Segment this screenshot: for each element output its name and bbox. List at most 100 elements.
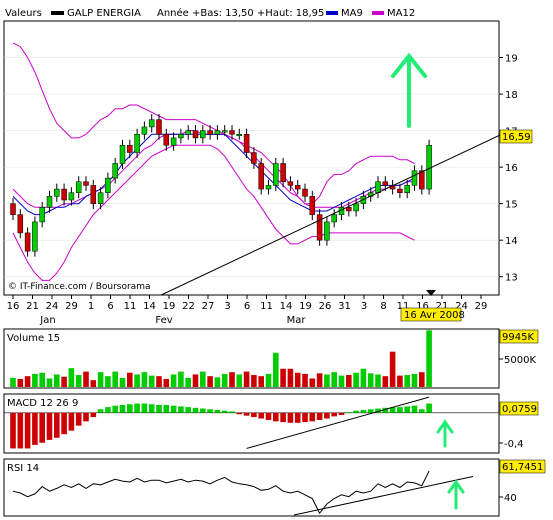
- candle-body: [156, 119, 162, 135]
- volume-panel: Volume 15 5000K 9945K: [3, 328, 539, 389]
- volume-bar: [17, 379, 24, 387]
- volume-bar: [331, 372, 337, 387]
- candle-body: [112, 163, 118, 179]
- macd-bar: [375, 408, 381, 413]
- volume-bar: [419, 372, 425, 387]
- rsi-last-value: 61,7451: [502, 462, 543, 473]
- volume-title: Volume 15: [7, 333, 60, 344]
- instrument-swatch: [51, 11, 64, 15]
- x-tick-label: 22: [182, 301, 195, 312]
- candle-body: [61, 188, 67, 201]
- last-price-tag: 16,59: [499, 129, 533, 144]
- candle-body: [119, 144, 126, 164]
- macd-bar: [185, 407, 191, 413]
- volume-bar: [156, 376, 162, 387]
- candle-body: [127, 144, 133, 153]
- legend-ma12-swatch: [372, 11, 384, 15]
- macd-bar: [258, 412, 264, 419]
- macd-bar: [419, 409, 425, 413]
- macd-bar: [163, 404, 170, 413]
- volume-bar: [68, 368, 75, 387]
- price-y-tick-label: 16: [505, 163, 518, 174]
- volume-bar: [287, 368, 294, 387]
- candle-body: [294, 185, 301, 190]
- x-tick-label: 3: [361, 301, 367, 312]
- macd-bar: [316, 412, 323, 420]
- macd-bar: [251, 412, 257, 418]
- ma9-line: [12, 133, 415, 216]
- bollinger-bands: [12, 42, 415, 281]
- volume-bar: [221, 373, 228, 387]
- volume-bar: [273, 352, 279, 387]
- macd-panel: MACD 12 26 9 -0,4 0,0759: [3, 393, 539, 454]
- up-arrow-icon: [391, 52, 427, 128]
- candle-body: [200, 130, 206, 139]
- month-label: Fev: [155, 315, 172, 326]
- macd-bar: [404, 406, 410, 413]
- macd-bar: [61, 412, 67, 435]
- month-label: Mar: [287, 315, 307, 326]
- x-tick-label: 3: [224, 301, 230, 312]
- x-tick-label: 24: [46, 301, 59, 312]
- macd-title: MACD 12 26 9: [7, 398, 78, 409]
- price-trendline: [160, 130, 510, 296]
- volume-bar: [24, 376, 31, 387]
- rsi-line: [12, 470, 430, 515]
- macd-bar: [426, 403, 432, 413]
- macd-bar: [112, 405, 118, 413]
- candle-body: [90, 185, 97, 204]
- macd-bar: [346, 412, 352, 413]
- macd-bar: [10, 412, 16, 449]
- rsi-up-arrow-icon: [447, 479, 465, 510]
- macd-bar: [134, 403, 140, 413]
- volume-bar: [302, 373, 308, 387]
- volume-bar: [170, 374, 177, 387]
- macd-bar: [411, 405, 418, 413]
- macd-bar: [214, 409, 221, 413]
- candle-body: [192, 130, 199, 139]
- price-y-tick-label: 15: [505, 200, 518, 211]
- date-tag-label: 16 Avr 2008: [404, 310, 465, 321]
- macd-bar: [200, 408, 206, 413]
- rsi-last-tag: 61,7451: [499, 459, 546, 474]
- price-y-tick-label: 14: [505, 236, 518, 247]
- candle-body: [302, 188, 308, 197]
- price-gridlines: [4, 57, 499, 278]
- candle-body: [148, 119, 155, 128]
- volume-bar: [294, 372, 301, 387]
- candle-body: [265, 185, 272, 190]
- volume-y-tick: 5000K: [504, 355, 536, 366]
- macd-bar: [331, 412, 337, 417]
- macd-bar: [367, 409, 374, 413]
- macd-bar: [127, 404, 133, 413]
- volume-bar: [353, 372, 359, 387]
- rsi-trendline-segment: [293, 476, 474, 516]
- candle-body: [229, 130, 235, 135]
- month-label: Jan: [39, 315, 55, 326]
- volume-bar: [148, 375, 155, 387]
- x-tick-label: 19: [163, 301, 176, 312]
- candle-body: [309, 196, 316, 215]
- macd-bar: [309, 412, 316, 422]
- macd-bar: [32, 412, 38, 445]
- macd-bar: [170, 405, 177, 413]
- x-tick-label: 31: [338, 301, 351, 312]
- candle-body: [411, 170, 418, 186]
- macd-bar: [273, 412, 279, 422]
- candle-body: [75, 181, 82, 193]
- volume-bar: [207, 376, 213, 387]
- volume-bar: [389, 351, 396, 387]
- macd-bar: [24, 412, 31, 449]
- volume-last-tag: 9945K: [499, 329, 539, 344]
- macd-bar: [119, 404, 126, 413]
- candle-body: [375, 181, 381, 193]
- volume-bar: [265, 373, 272, 387]
- macd-bar: [105, 407, 111, 413]
- volume-bar: [309, 378, 316, 387]
- macd-up-arrow-icon: [436, 419, 454, 448]
- volume-bar: [46, 378, 53, 387]
- macd-bar: [302, 412, 308, 423]
- macd-last-value: 0,0759: [502, 404, 537, 415]
- legend-ma12-label: MA12: [387, 8, 415, 19]
- candle-body: [24, 232, 31, 252]
